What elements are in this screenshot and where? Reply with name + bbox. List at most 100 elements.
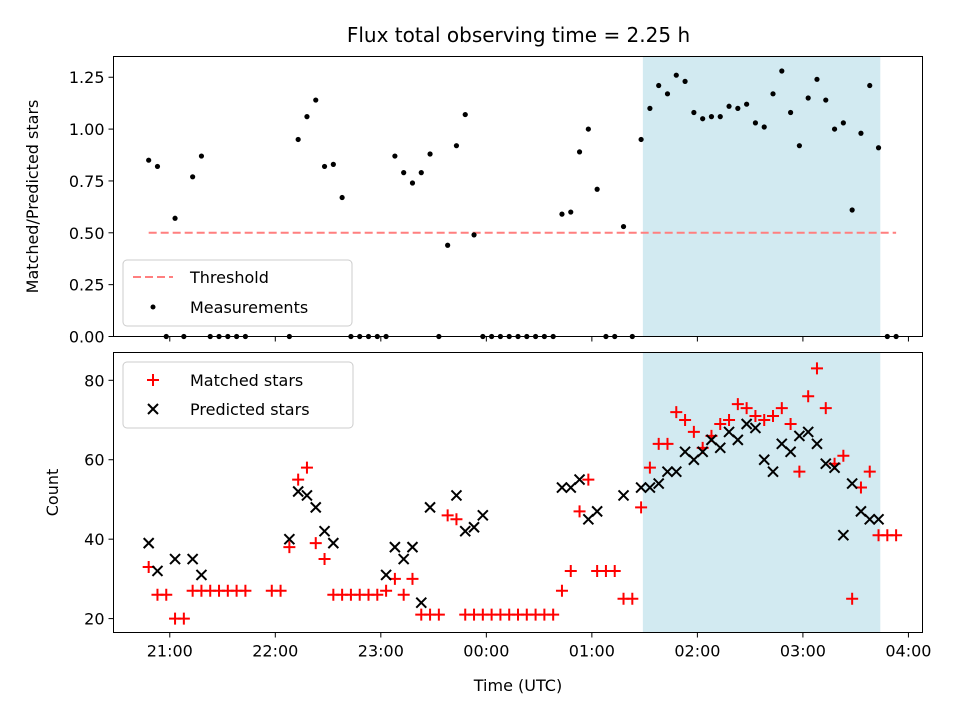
y-tick-label: 0.50: [69, 224, 105, 243]
y-tick-label: 1.25: [69, 68, 105, 87]
top-y-axis-label: Matched/Predicted stars: [23, 100, 42, 294]
measurement-point: [805, 95, 811, 101]
measurement-point: [691, 109, 697, 116]
predicted-star-point: [635, 481, 647, 494]
predicted-star-point: [591, 505, 603, 518]
bottom-panel: 21:00 22:00 23:00 00:00 01:00 02:00 03:00 04:00…: [43, 352, 931, 695]
bottom-y-axis-label: Count: [43, 469, 62, 517]
measurement-point: [330, 161, 336, 167]
predicted-star-point: [776, 438, 788, 450]
predicted-star-point: [556, 481, 568, 494]
measurement-point: [154, 163, 161, 170]
measurement-point: [664, 91, 671, 97]
measurement-point: [453, 143, 460, 149]
x-tick-label: 01:00: [569, 642, 615, 661]
matched-star-point: [450, 513, 463, 526]
predicted-star-point: [714, 442, 726, 454]
x-tick-label: 22:00: [252, 642, 298, 661]
observing-window-span: [642, 56, 881, 337]
measurement-point: [787, 109, 794, 116]
measurement-point: [823, 97, 829, 103]
measurement-point: [735, 105, 741, 111]
matched-star-point: [758, 414, 771, 427]
measurement-point: [831, 126, 838, 132]
predicted-star-point: [705, 434, 718, 446]
x-tick-label: 00:00: [463, 642, 509, 661]
predicted-legend-swatch: [147, 403, 159, 415]
matched-star-point: [397, 588, 410, 601]
measurement-point: [700, 116, 706, 122]
predicted-star-point: [327, 537, 340, 549]
measurement-point: [744, 101, 750, 107]
predicted-star-point: [688, 454, 700, 466]
y-tick-label: 0.25: [69, 276, 105, 295]
measurement-point: [313, 97, 319, 103]
matched-star-point: [635, 501, 648, 514]
matched-star-point: [819, 402, 832, 415]
bottom-legend-box: [122, 361, 354, 429]
matched-star-point: [661, 437, 674, 450]
predicted-star-point: [855, 505, 867, 518]
y-tick-label: 60: [84, 451, 104, 470]
matched-star-point: [547, 608, 560, 621]
y-tick-label: 0.00: [69, 328, 105, 347]
matched-star-point: [687, 425, 700, 438]
measurement-point: [647, 105, 653, 111]
matched-star-point: [274, 584, 287, 597]
matched-star-point: [731, 398, 744, 411]
measurement-point: [172, 215, 178, 221]
measurement-point: [673, 72, 679, 78]
measurement-point: [770, 91, 776, 97]
y-tick-label: 1.00: [69, 120, 105, 139]
measurement-point: [190, 174, 196, 180]
predicted-star-point: [424, 501, 436, 514]
measurement-point: [585, 126, 591, 132]
y-tick-label: 0.75: [69, 172, 105, 191]
measurement-point: [814, 76, 820, 82]
predicted-star-point: [283, 533, 296, 545]
measurement-point: [717, 114, 723, 120]
x-tick-label: 21:00: [147, 642, 193, 661]
measurement-point: [576, 149, 583, 155]
matched-star-point: [810, 362, 823, 375]
matched-star-point: [160, 588, 173, 601]
measurement-point: [682, 78, 688, 84]
matched-star-point: [837, 449, 850, 462]
matched-star-point: [406, 572, 419, 585]
predicted-star-point: [380, 569, 392, 581]
measurement-point: [392, 153, 398, 159]
predicted-star-point: [784, 446, 797, 458]
predicted-star-point: [864, 513, 876, 526]
matched-star-point: [679, 414, 692, 427]
measurement-point: [594, 186, 600, 192]
matched-star-point: [723, 414, 736, 427]
predicted-star-point: [301, 489, 313, 502]
predicted-star-point: [793, 430, 806, 442]
measurement-point: [339, 194, 345, 201]
measurement-point: [638, 136, 644, 143]
matched-star-point: [309, 537, 322, 550]
matched-star-point: [749, 410, 762, 423]
predicted-star-point: [142, 537, 155, 549]
predicted-star-point: [820, 457, 832, 470]
observing-window-span: [642, 352, 881, 633]
measurement-point: [858, 130, 864, 136]
predicted-star-point: [573, 473, 586, 486]
matched-star-point: [767, 410, 780, 423]
measurement-point: [568, 209, 574, 215]
predicted-star-point: [151, 565, 164, 577]
matched-star-point: [793, 465, 806, 478]
predicted-star-point: [318, 525, 331, 537]
matched-star-point: [371, 588, 384, 601]
y-tick-label: 20: [84, 610, 104, 629]
measurement-point: [471, 232, 477, 238]
measurement-point: [198, 153, 205, 159]
measurement-point: [752, 120, 759, 126]
predicted-star-point: [740, 418, 753, 430]
bottom-frame: [113, 352, 923, 633]
measurement-point: [867, 82, 873, 89]
predicted-star-point: [652, 477, 665, 490]
measurements-legend-label: Measurements: [190, 298, 308, 317]
matched-star-point: [626, 592, 639, 605]
